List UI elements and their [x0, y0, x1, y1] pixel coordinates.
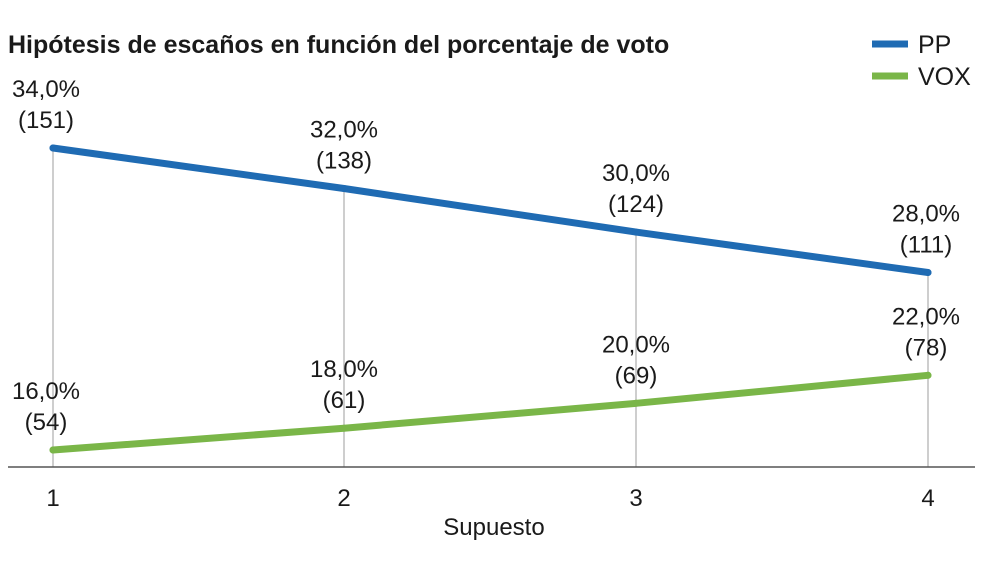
percent-label-vox-4: 22,0%	[892, 303, 960, 330]
seat-label-vox-3: (69)	[615, 362, 658, 389]
percent-label-vox-3: 20,0%	[602, 331, 670, 358]
point-vox-3	[632, 399, 640, 407]
point-vox-1	[49, 446, 57, 454]
seat-label-vox-4: (78)	[905, 334, 948, 361]
seat-label-vox-1: (54)	[25, 409, 68, 436]
percent-label-pp-2: 32,0%	[310, 117, 378, 144]
x-axis-ticks: 1 2 3 4	[46, 485, 934, 512]
x-tick-label-2: 2	[337, 485, 350, 512]
x-axis-title: Supuesto	[443, 514, 544, 541]
seat-label-vox-2: (61)	[323, 387, 366, 414]
point-pp-3	[632, 228, 640, 236]
series-line-pp	[49, 144, 932, 276]
percent-label-vox-2: 18,0%	[310, 356, 378, 383]
x-tick-label-1: 1	[46, 485, 59, 512]
seat-label-pp-4: (111)	[900, 232, 952, 259]
point-pp-2	[340, 185, 348, 192]
percent-label-pp-4: 28,0%	[892, 201, 960, 228]
gridlines	[52, 148, 929, 467]
percent-label-pp-3: 30,0%	[602, 160, 670, 187]
legend-label-vox: VOX	[918, 63, 971, 91]
point-vox-4	[924, 371, 932, 379]
seat-label-pp-3: (124)	[608, 191, 664, 218]
point-pp-4	[924, 269, 932, 276]
percent-label-vox-1: 16,0%	[12, 378, 80, 405]
series-lines	[49, 144, 932, 454]
legend-label-pp: PP	[918, 31, 951, 59]
seat-label-pp-1: (151)	[18, 107, 74, 134]
chart-title: Hipótesis de escaños en función del porc…	[8, 31, 669, 59]
legend: PP VOX	[872, 31, 971, 91]
point-pp-1	[49, 144, 57, 152]
series-line-vox	[49, 371, 932, 454]
point-vox-2	[340, 424, 348, 432]
percent-label-pp-1: 34,0%	[12, 76, 80, 103]
x-tick-label-4: 4	[921, 485, 934, 512]
data-labels: 34,0% (151) 32,0% (138) 30,0% (124) 28,0% (111)…	[12, 76, 960, 436]
seat-label-pp-2: (138)	[316, 148, 372, 175]
x-tick-label-3: 3	[629, 485, 642, 512]
